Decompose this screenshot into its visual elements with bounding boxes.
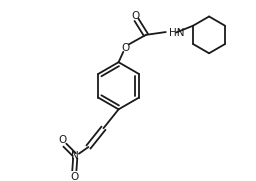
Text: N: N	[71, 151, 79, 161]
Text: O: O	[131, 11, 140, 21]
Text: O: O	[70, 172, 78, 181]
Text: HN: HN	[169, 28, 185, 38]
Text: O: O	[121, 43, 129, 53]
Text: O: O	[58, 135, 66, 145]
